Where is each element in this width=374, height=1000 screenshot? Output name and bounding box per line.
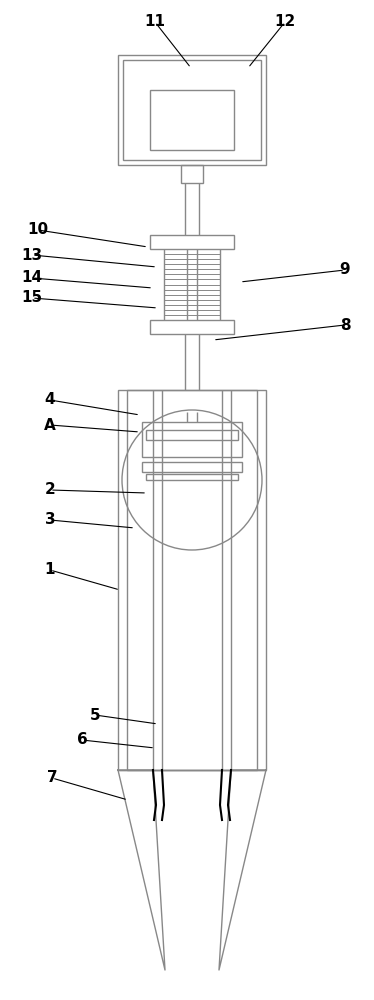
Text: 4: 4	[45, 392, 55, 408]
Text: 8: 8	[340, 318, 350, 332]
Bar	[142, 462, 242, 472]
Bar	[181, 165, 203, 183]
Bar	[118, 55, 266, 165]
Text: 14: 14	[21, 270, 43, 286]
Text: 5: 5	[90, 708, 100, 722]
Text: 11: 11	[144, 14, 166, 29]
Text: A: A	[44, 418, 56, 432]
Text: 15: 15	[21, 290, 43, 306]
Text: 13: 13	[21, 247, 43, 262]
Bar	[118, 390, 266, 770]
Bar	[150, 90, 234, 150]
Bar	[150, 320, 234, 334]
Text: 6: 6	[77, 732, 88, 748]
Bar	[127, 390, 257, 770]
Text: 3: 3	[45, 512, 55, 528]
Bar	[146, 474, 238, 480]
Bar	[142, 422, 242, 457]
Bar	[146, 430, 238, 440]
Text: 9: 9	[340, 262, 350, 277]
Bar	[123, 60, 261, 160]
Text: 1: 1	[45, 562, 55, 578]
Bar	[150, 235, 234, 249]
Text: 7: 7	[47, 770, 57, 786]
Text: 12: 12	[275, 14, 295, 29]
Text: 2: 2	[45, 483, 55, 497]
Text: 10: 10	[27, 223, 49, 237]
